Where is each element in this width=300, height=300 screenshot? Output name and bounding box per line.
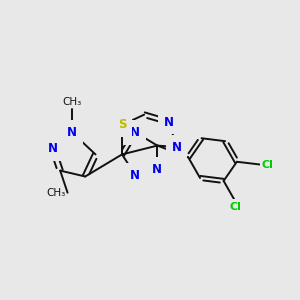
Text: N: N [130,169,140,182]
Text: N: N [172,141,182,154]
Text: N: N [48,142,58,155]
Text: N: N [152,163,162,176]
Text: N: N [130,126,140,139]
Text: S: S [118,118,126,131]
Text: CH₃: CH₃ [62,97,82,107]
Text: Cl: Cl [262,160,274,170]
Text: CH₃: CH₃ [47,188,66,198]
Text: N: N [164,116,174,128]
Text: Cl: Cl [230,202,241,212]
Text: N: N [67,126,77,139]
